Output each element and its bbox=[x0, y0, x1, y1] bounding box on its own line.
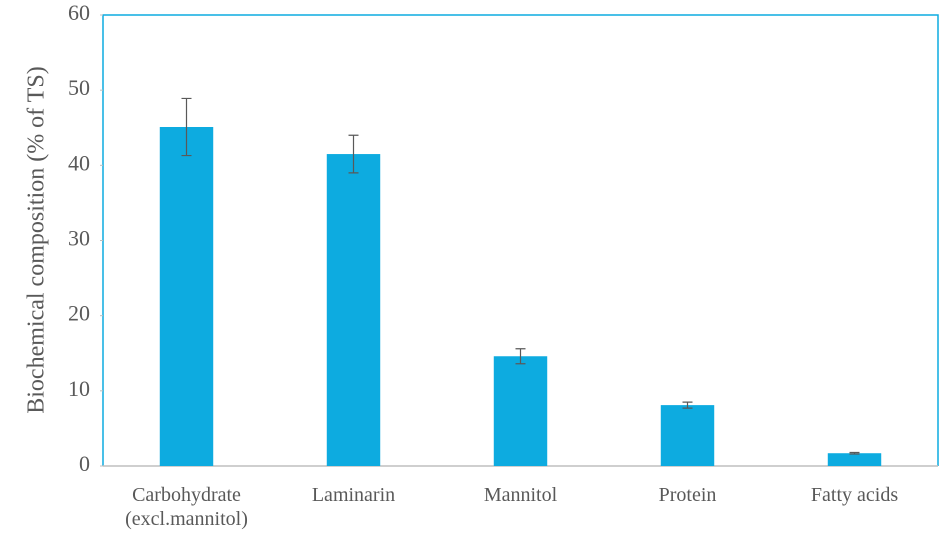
x-tick-label: Laminarin bbox=[311, 484, 396, 506]
y-tick-label: 40 bbox=[68, 150, 90, 175]
y-tick-label: 50 bbox=[68, 75, 90, 100]
error-bar bbox=[348, 134, 359, 174]
x-tick-label: Mannitol bbox=[483, 484, 558, 506]
y-tick-label: 60 bbox=[68, 0, 90, 25]
y-tick-label: 10 bbox=[68, 376, 90, 401]
error-bar bbox=[682, 401, 693, 409]
x-tick-label: Protein bbox=[658, 484, 717, 506]
y-tick-label: 20 bbox=[68, 301, 90, 326]
error-bar bbox=[181, 97, 192, 157]
bar bbox=[159, 126, 214, 466]
bar bbox=[326, 154, 381, 466]
x-tick-label: Fatty acids bbox=[810, 484, 899, 506]
error-bar bbox=[849, 451, 860, 455]
y-axis-title: Biochemical composition (% of TS) bbox=[24, 66, 50, 414]
bar bbox=[827, 453, 882, 466]
x-tick-label: Carbohydrate (excl.mannitol) bbox=[125, 484, 248, 530]
y-tick-label: 0 bbox=[79, 451, 90, 476]
y-tick-label: 30 bbox=[68, 226, 90, 251]
bar bbox=[493, 356, 548, 466]
bar bbox=[660, 405, 715, 466]
error-bar bbox=[515, 348, 526, 365]
